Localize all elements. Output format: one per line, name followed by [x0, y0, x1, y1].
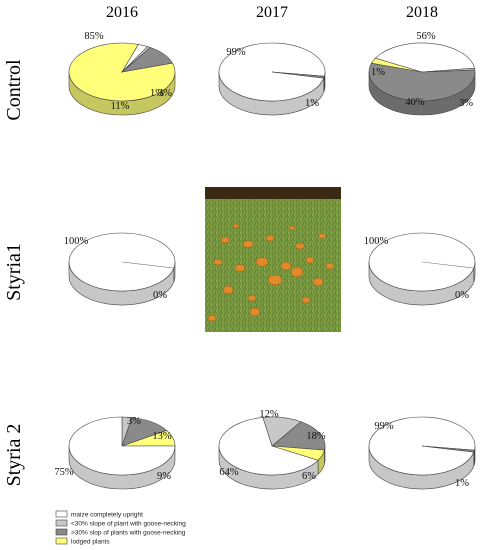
row-title-control: Control	[3, 59, 25, 121]
pie-label-control-2017-0: 99%	[226, 47, 246, 58]
pie-label-styria-2-2016-2: 9%	[157, 471, 171, 482]
pie-slice-control-2018-0	[368, 62, 476, 102]
pie-label-styria-2-2016-3: 75%	[54, 467, 74, 478]
pie-slice-control-2018-2	[374, 42, 475, 73]
pie-label-styria-2-2017-3: 64%	[219, 467, 239, 478]
legend-swatch-lodged	[55, 537, 68, 545]
pie-slice-control-2017-1	[271, 71, 325, 79]
legend-label-slope-lt30: <30% slope of plant with goose-necking	[71, 521, 186, 528]
legend-swatch-slope-gt30	[55, 528, 68, 536]
row-title-styria1: Styria1	[3, 243, 25, 301]
pie-styria-2-2016: 3% 13% 9% 75%	[54, 416, 176, 490]
pie-slice-styria1-2018-1	[421, 261, 474, 269]
pie-slice-styria-2-2018-0	[368, 416, 476, 476]
pie-slice-styria-2-2017-1	[271, 421, 326, 451]
pie-label-control-2018-1: 3%	[459, 98, 473, 109]
pie-styria1-2018: 100% 0%	[364, 232, 476, 306]
column-title-2018: 2018	[406, 4, 438, 21]
pie-label-control-2018-2: 40%	[405, 97, 425, 108]
pie-slice-styria1-2016-1	[121, 261, 174, 269]
pie-slice-control-2017-0	[218, 42, 326, 102]
pie-label-styria-2-2016-1: 13%	[152, 431, 172, 442]
legend-swatch-slope-lt30	[55, 519, 68, 527]
pie-slice-styria-2-2016-3	[68, 416, 176, 476]
pie-slice-control-2018-3	[421, 67, 476, 73]
pie-label-styria1-2016-1: 0%	[153, 290, 167, 301]
legend-label-upright: maize completely upright	[71, 512, 143, 519]
row-title-styria2: Styria 2	[3, 424, 25, 487]
legend: maize completely upright <30% slope of p…	[55, 510, 186, 546]
legend-swatch-upright	[55, 510, 68, 518]
pie-label-styria-2-2016-0: 3%	[127, 416, 141, 427]
pie-label-control-2016-2: 1%	[150, 88, 164, 99]
pie-slice-styria-2-2017-3	[218, 417, 319, 476]
legend-label-slope-gt30: >30% slop of plants with goose-necking	[71, 530, 186, 537]
pumpkin-field-photo	[205, 187, 341, 332]
pie-slice-styria-2-2018-1	[421, 445, 475, 453]
pie-label-styria1-2018-0: 100%	[364, 236, 389, 247]
pie-slice-control-2016-3	[120, 47, 173, 73]
pie-label-control-2018-3: 1%	[371, 67, 385, 78]
pie-label-control-2016-1: 3%	[158, 88, 172, 99]
pie-slice-control-2016-0	[68, 42, 176, 102]
pie-styria-2-2018: 99% 1%	[368, 416, 476, 490]
pie-label-styria-2-2018-0: 99%	[374, 421, 394, 432]
column-title-2017: 2017	[256, 4, 288, 21]
pie-control-2016: 85% 3%1% 11%	[68, 31, 176, 116]
pie-control-2018: 56% 3% 40% 1%	[368, 31, 476, 116]
pie-label-styria-2-2017-2: 6%	[302, 471, 316, 482]
pie-label-control-2017-1: 1%	[305, 98, 319, 109]
pie-styria1-2016: 100% 0%	[64, 232, 176, 306]
pie-label-control-2018-0: 56%	[416, 31, 436, 42]
column-title-2016: 2016	[106, 4, 138, 21]
legend-label-lodged: lodged plants	[71, 539, 110, 546]
pie-label-styria-2-2018-1: 1%	[455, 478, 469, 489]
pie-label-control-2016-3: 11%	[111, 101, 130, 112]
pie-label-styria-2-2017-1: 18%	[306, 431, 326, 442]
pie-label-styria1-2016-0: 100%	[64, 236, 89, 247]
pie-label-control-2016-0: 85%	[84, 31, 104, 42]
pie-styria-2-2017: 12% 18% 6% 64%	[218, 409, 326, 490]
pie-label-styria1-2018-1: 0%	[455, 290, 469, 301]
pie-label-styria-2-2017-0: 12%	[259, 409, 279, 420]
pie-control-2017: 99% 1%	[218, 42, 326, 116]
